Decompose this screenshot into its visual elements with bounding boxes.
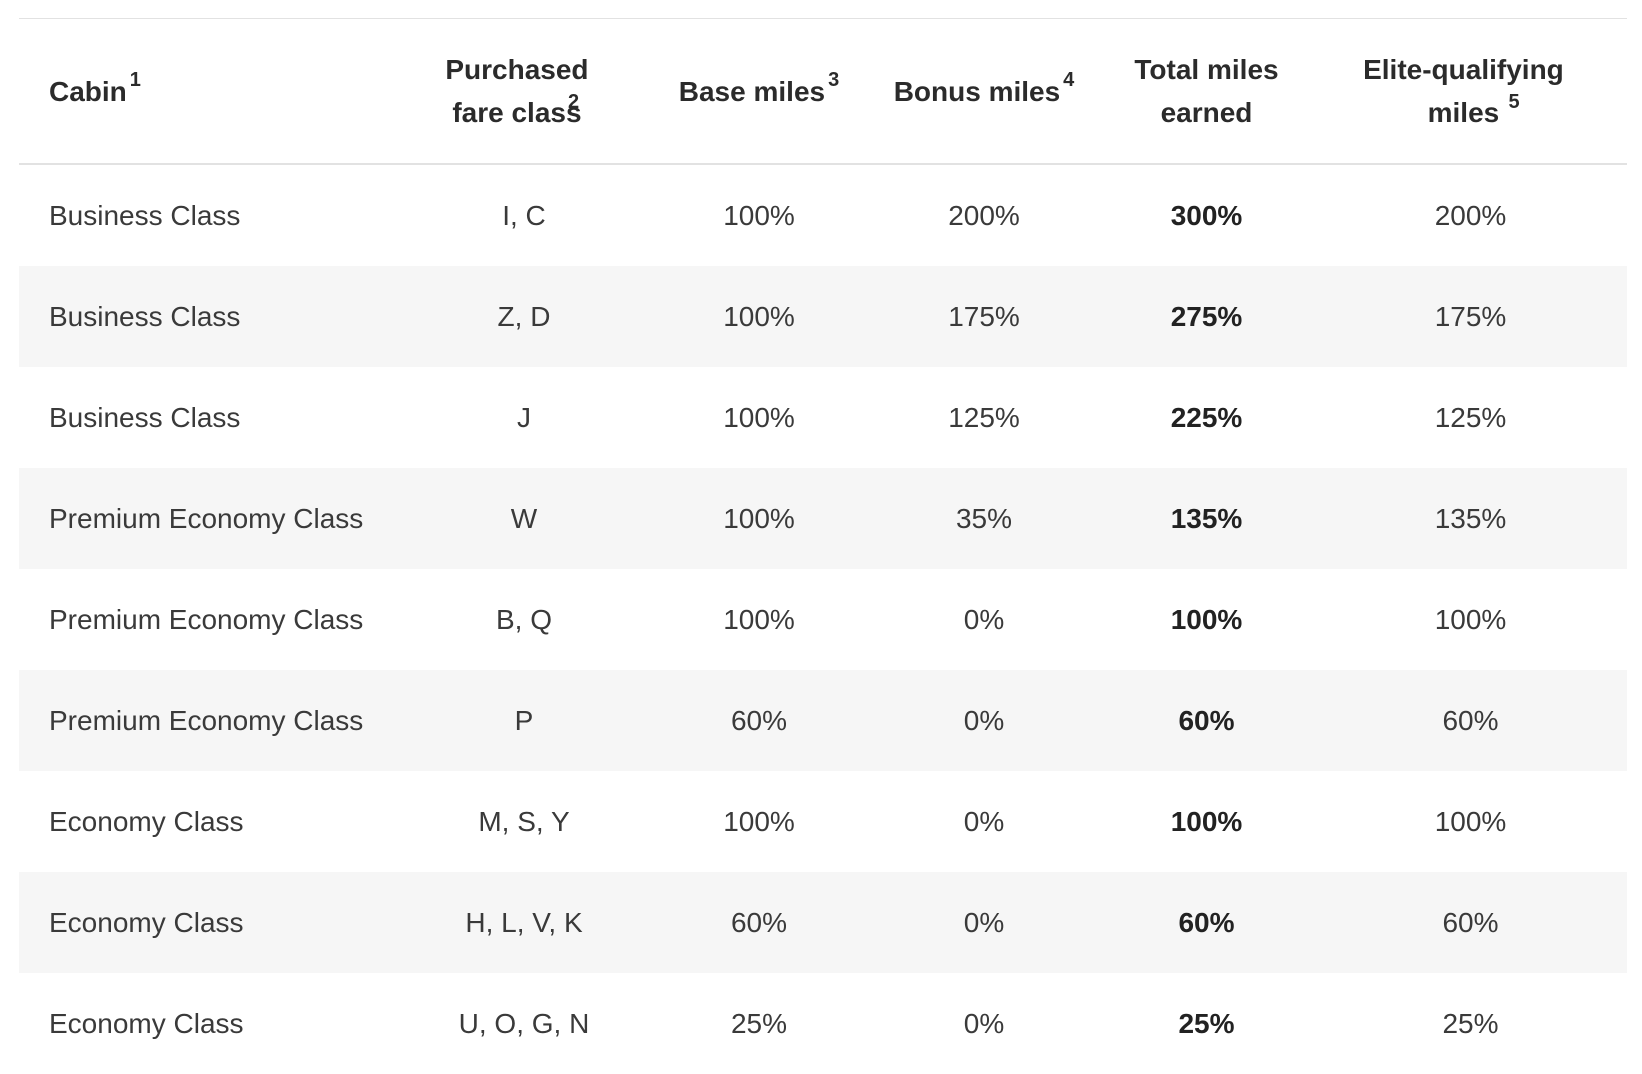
header-base-label: Base miles	[678, 75, 826, 107]
header-bonus-miles: Bonus miles 4	[869, 18, 1099, 165]
header-fare-label: Purchased fare class	[445, 54, 589, 128]
footnote-marker-1: 1	[129, 69, 141, 92]
header-total-miles-earned: Total miles earned	[1099, 18, 1314, 165]
cell-base-miles: 60%	[649, 670, 869, 771]
cell-fare-class: P	[399, 670, 649, 771]
cell-bonus-miles: 175%	[869, 266, 1099, 367]
cell-bonus-miles: 0%	[963, 805, 1005, 837]
cell-total-miles: 135%	[1099, 468, 1314, 569]
cell-total-miles: 300%	[1170, 199, 1243, 231]
cell-fare-class: W	[399, 468, 649, 569]
cell-bonus-miles: 0%	[869, 872, 1099, 973]
cell-bonus-miles: 0%	[963, 1007, 1005, 1039]
cell-total-miles: 100%	[1170, 805, 1243, 837]
cell-elite-qualifying-miles: 135%	[1314, 468, 1627, 569]
cell-total-miles: 60%	[1099, 872, 1314, 973]
cell-base-miles: 100%	[649, 266, 869, 367]
footnote-marker-4: 4	[1063, 69, 1075, 92]
mileage-earning-table-container: Cabin 1 Purchased fare class2 Base miles 3…	[19, 18, 1627, 1074]
table-row: Business Class Z, D 100% 175% 275% 175%	[19, 266, 1627, 367]
header-base-miles: Base miles 3	[649, 18, 869, 165]
cell-total-miles: 100%	[1170, 603, 1243, 635]
cell-elite-qualifying-miles: 60%	[1314, 872, 1627, 973]
cell-cabin: Business Class	[49, 401, 241, 433]
header-cabin: Cabin 1	[19, 18, 399, 165]
cell-fare-class: Z, D	[399, 266, 649, 367]
table-row: Business Class I, C 100% 200% 300% 200%	[19, 164, 1627, 266]
cell-base-miles: 100%	[723, 401, 795, 433]
cell-cabin: Premium Economy Class	[19, 670, 399, 771]
cell-elite-qualifying-miles: 60%	[1314, 670, 1627, 771]
header-bonus-label: Bonus miles	[893, 75, 1061, 107]
cell-fare-class: M, S, Y	[478, 805, 570, 837]
cell-elite-qualifying-miles: 100%	[1434, 603, 1507, 635]
cell-elite-qualifying-miles: 175%	[1314, 266, 1627, 367]
mileage-earning-table: Cabin 1 Purchased fare class2 Base miles 3…	[19, 18, 1627, 1074]
table-body: Business Class I, C 100% 200% 300% 200% …	[19, 164, 1627, 1074]
cell-elite-qualifying-miles: 200%	[1434, 199, 1507, 231]
cell-fare-class: U, O, G, N	[458, 1007, 590, 1039]
header-total-label: Total miles earned	[1134, 54, 1279, 128]
cell-fare-class: J	[517, 401, 531, 433]
cell-fare-class: I, C	[502, 199, 546, 231]
header-row: Cabin 1 Purchased fare class2 Base miles 3…	[19, 18, 1627, 165]
header-elite-qualifying-miles: Elite-qualifying miles 5	[1314, 18, 1627, 165]
table-row: Economy Class U, O, G, N 25% 0% 25% 25%	[19, 973, 1627, 1074]
table-row: Premium Economy Class W 100% 35% 135% 13…	[19, 468, 1627, 569]
table-row: Business Class J 100% 125% 225% 125%	[19, 367, 1627, 468]
cell-cabin: Premium Economy Class	[19, 468, 399, 569]
cell-base-miles: 60%	[649, 872, 869, 973]
table-row: Economy Class M, S, Y 100% 0% 100% 100%	[19, 771, 1627, 872]
cell-elite-qualifying-miles: 25%	[1442, 1007, 1499, 1039]
cell-total-miles: 275%	[1099, 266, 1314, 367]
table-row: Premium Economy Class P 60% 0% 60% 60%	[19, 670, 1627, 771]
cell-bonus-miles: 0%	[869, 670, 1099, 771]
cell-base-miles: 100%	[723, 603, 795, 635]
cell-cabin: Premium Economy Class	[49, 603, 364, 635]
header-eqm-label: Elite-qualifying miles	[1363, 54, 1564, 128]
header-cabin-label: Cabin	[49, 75, 127, 107]
cell-base-miles: 25%	[730, 1007, 788, 1039]
cell-total-miles: 225%	[1170, 401, 1243, 433]
footnote-marker-3: 3	[828, 69, 840, 92]
cell-cabin: Economy Class	[49, 1007, 244, 1039]
table-row: Premium Economy Class B, Q 100% 0% 100% …	[19, 569, 1627, 670]
cell-base-miles: 100%	[723, 805, 795, 837]
cell-elite-qualifying-miles: 125%	[1434, 401, 1507, 433]
header-purchased-fare-class: Purchased fare class2	[399, 18, 649, 165]
cell-bonus-miles: 0%	[963, 603, 1005, 635]
cell-cabin: Economy Class	[49, 805, 244, 837]
cell-bonus-miles: 125%	[948, 401, 1020, 433]
cell-fare-class: B, Q	[495, 603, 552, 635]
cell-cabin: Business Class	[19, 266, 399, 367]
footnote-marker-5: 5	[1508, 90, 1520, 113]
cell-elite-qualifying-miles: 100%	[1434, 805, 1507, 837]
cell-cabin: Business Class	[49, 199, 241, 231]
cell-total-miles: 60%	[1099, 670, 1314, 771]
cell-base-miles: 100%	[723, 199, 795, 231]
table-row: Economy Class H, L, V, K 60% 0% 60% 60%	[19, 872, 1627, 973]
cell-fare-class: H, L, V, K	[399, 872, 649, 973]
table-header: Cabin 1 Purchased fare class2 Base miles 3…	[19, 18, 1627, 165]
cell-base-miles: 100%	[649, 468, 869, 569]
cell-cabin: Economy Class	[19, 872, 399, 973]
cell-total-miles: 25%	[1178, 1007, 1235, 1039]
cell-bonus-miles: 200%	[948, 199, 1020, 231]
footnote-marker-2: 2	[567, 90, 580, 113]
cell-bonus-miles: 35%	[869, 468, 1099, 569]
